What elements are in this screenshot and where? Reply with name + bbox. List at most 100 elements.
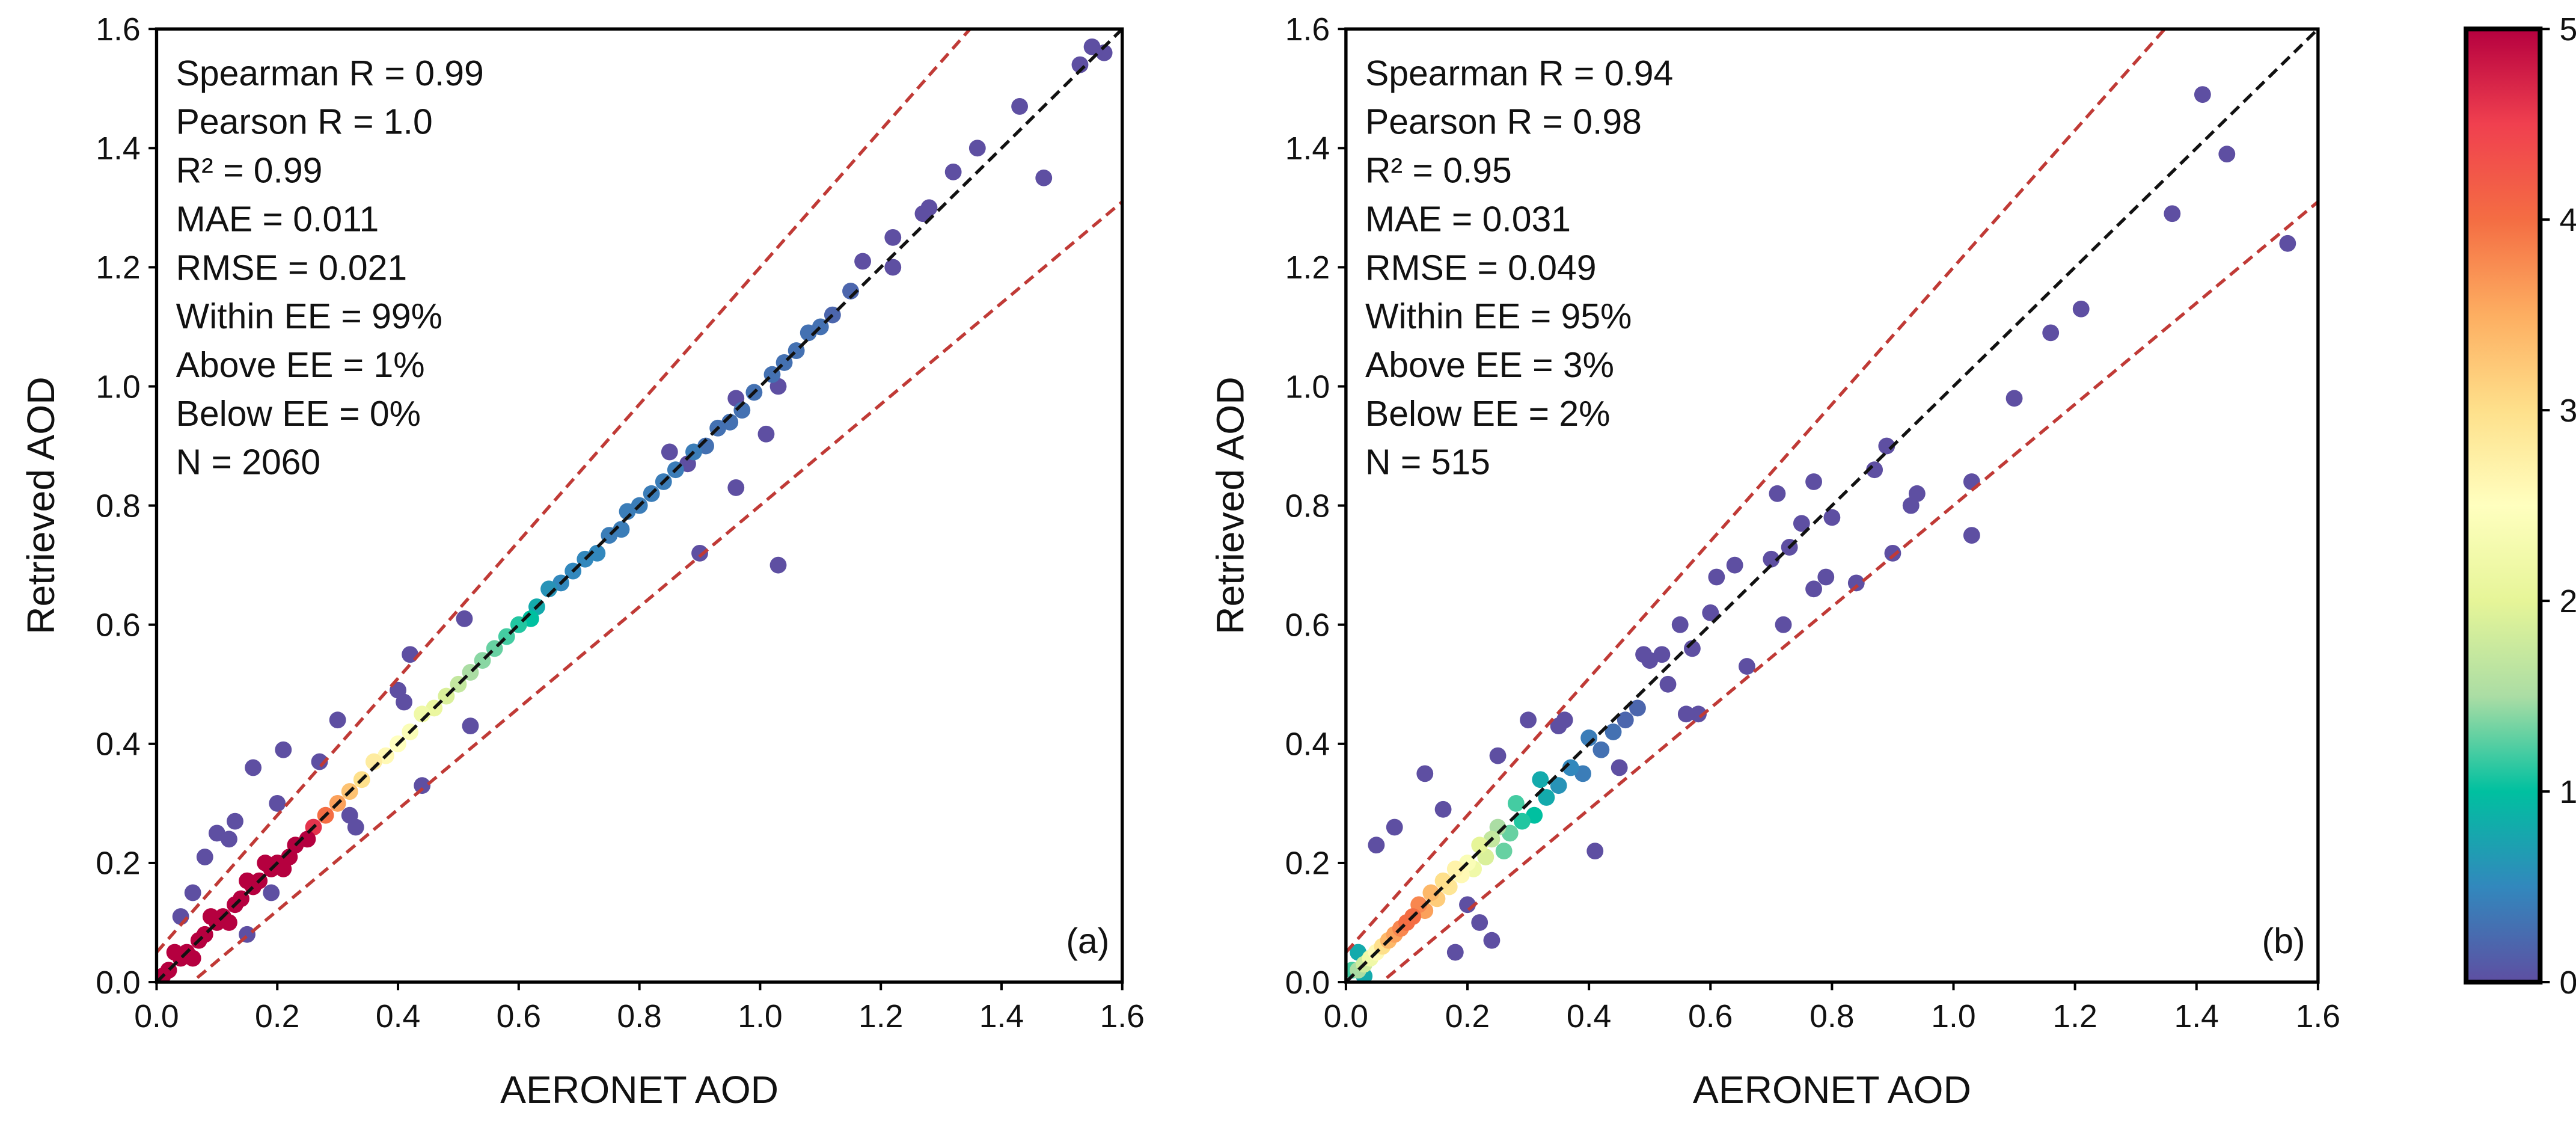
- data-point: [263, 884, 280, 901]
- data-point: [2279, 235, 2296, 252]
- data-point: [1446, 944, 1464, 961]
- ee-upper-line: [156, 29, 973, 954]
- ee-lower-line: [189, 200, 1122, 983]
- x-tick-label: 1.0: [738, 999, 782, 1034]
- stats-line: Within EE = 95%: [1365, 297, 1632, 336]
- x-tick-label: 0.8: [1810, 999, 1854, 1034]
- data-point: [329, 711, 346, 729]
- y-tick-label: 0.8: [96, 488, 140, 524]
- data-point: [1611, 759, 1628, 776]
- data-point: [727, 479, 745, 496]
- data-point: [1035, 169, 1053, 186]
- stats-line: Below EE = 2%: [1365, 395, 1610, 434]
- data-point: [1629, 699, 1646, 717]
- data-point: [275, 860, 292, 877]
- y-axis-label: Retrieved AOD: [1208, 376, 1252, 634]
- x-axis-label: AERONET AOD: [1693, 1068, 1971, 1111]
- data-point: [800, 324, 817, 342]
- y-tick-label: 1.6: [96, 12, 140, 48]
- data-point: [769, 556, 787, 574]
- data-point: [1586, 843, 1604, 860]
- colorbar-tick-label: 50: [2559, 12, 2576, 48]
- data-point: [944, 163, 962, 180]
- stats-line: MAE = 0.011: [176, 200, 379, 239]
- data-point: [1489, 747, 1507, 764]
- data-point: [661, 443, 678, 461]
- data-point: [1368, 837, 1385, 854]
- data-point: [1386, 818, 1403, 836]
- data-point: [1726, 556, 1743, 574]
- data-point: [1659, 675, 1677, 693]
- data-point: [1690, 705, 1707, 723]
- data-point: [1483, 932, 1501, 949]
- data-point: [1514, 812, 1531, 830]
- data-point: [1775, 616, 1792, 633]
- colorbar-tick-label: 30: [2559, 393, 2576, 429]
- plot-area: [1345, 29, 2318, 983]
- x-tick-label: 0.4: [376, 999, 420, 1034]
- data-point: [1702, 604, 1719, 621]
- data-point: [884, 229, 902, 246]
- y-axis-label: Retrieved AOD: [19, 376, 63, 634]
- data-point: [1684, 640, 1701, 657]
- data-point: [1520, 711, 1537, 729]
- data-point: [1902, 497, 1920, 514]
- stats-line: Below EE = 0%: [176, 395, 421, 434]
- data-point: [884, 259, 902, 276]
- data-point: [1095, 44, 1113, 61]
- x-tick-label: 1.0: [1931, 999, 1975, 1034]
- y-tick-label: 0.8: [1285, 488, 1330, 524]
- stats-line: R² = 0.95: [1365, 152, 1512, 191]
- stats-line: Within EE = 99%: [176, 297, 442, 336]
- stats-line: N = 2060: [176, 443, 321, 482]
- data-point: [1416, 765, 1434, 782]
- x-tick-label: 0.6: [497, 999, 541, 1034]
- data-point: [1434, 800, 1452, 818]
- x-tick-label: 1.6: [2296, 999, 2340, 1034]
- panel-label: (a): [1066, 922, 1109, 961]
- ee-lower-line: [1379, 200, 2318, 983]
- y-tick-label: 1.0: [1285, 369, 1330, 405]
- y-tick-label: 0.0: [96, 965, 140, 1001]
- data-point: [1592, 741, 1610, 758]
- ee-upper-line: [1345, 29, 2167, 954]
- x-axis-label: AERONET AOD: [500, 1068, 779, 1111]
- data-point: [1538, 789, 1555, 806]
- y-tick-label: 0.2: [96, 846, 140, 882]
- x-tick-label: 1.6: [1100, 999, 1145, 1034]
- data-point: [540, 580, 557, 598]
- data-point: [757, 425, 775, 443]
- data-point: [221, 831, 237, 848]
- data-point: [1495, 843, 1513, 860]
- data-point: [1963, 527, 1980, 544]
- data-point: [1671, 616, 1689, 633]
- data-point: [854, 253, 871, 270]
- data-point: [275, 741, 292, 758]
- x-tick-label: 1.2: [858, 999, 903, 1034]
- data-point: [1605, 723, 1622, 740]
- data-point: [1878, 437, 1895, 455]
- data-point: [202, 908, 219, 926]
- data-point: [2005, 390, 2023, 407]
- data-point: [257, 855, 274, 871]
- panel-a: 0.0 0.2 0.4 0.6 0.8 1.0 1.2 1.4 1.6 0.0 0.2 0.4 0.6 0…: [19, 12, 1145, 1111]
- data-point: [968, 140, 986, 157]
- colorbar-gradient: [2464, 26, 2543, 985]
- data-point: [733, 402, 751, 419]
- data-point: [1550, 717, 1567, 735]
- y-tick-label: 0.0: [1285, 965, 1330, 1001]
- data-point: [914, 205, 932, 223]
- data-point: [245, 759, 262, 776]
- data-point: [414, 777, 431, 794]
- colorbar-tick-label: 40: [2559, 203, 2576, 238]
- data-point: [2194, 86, 2211, 103]
- data-point: [184, 884, 201, 901]
- y-tick-label: 0.6: [1285, 607, 1330, 643]
- data-point: [2218, 146, 2236, 163]
- data-point: [462, 717, 479, 735]
- data-point: [184, 950, 201, 967]
- data-point: [227, 812, 243, 830]
- colorbar-tick-label: 0: [2559, 965, 2576, 1001]
- data-point: [842, 283, 859, 299]
